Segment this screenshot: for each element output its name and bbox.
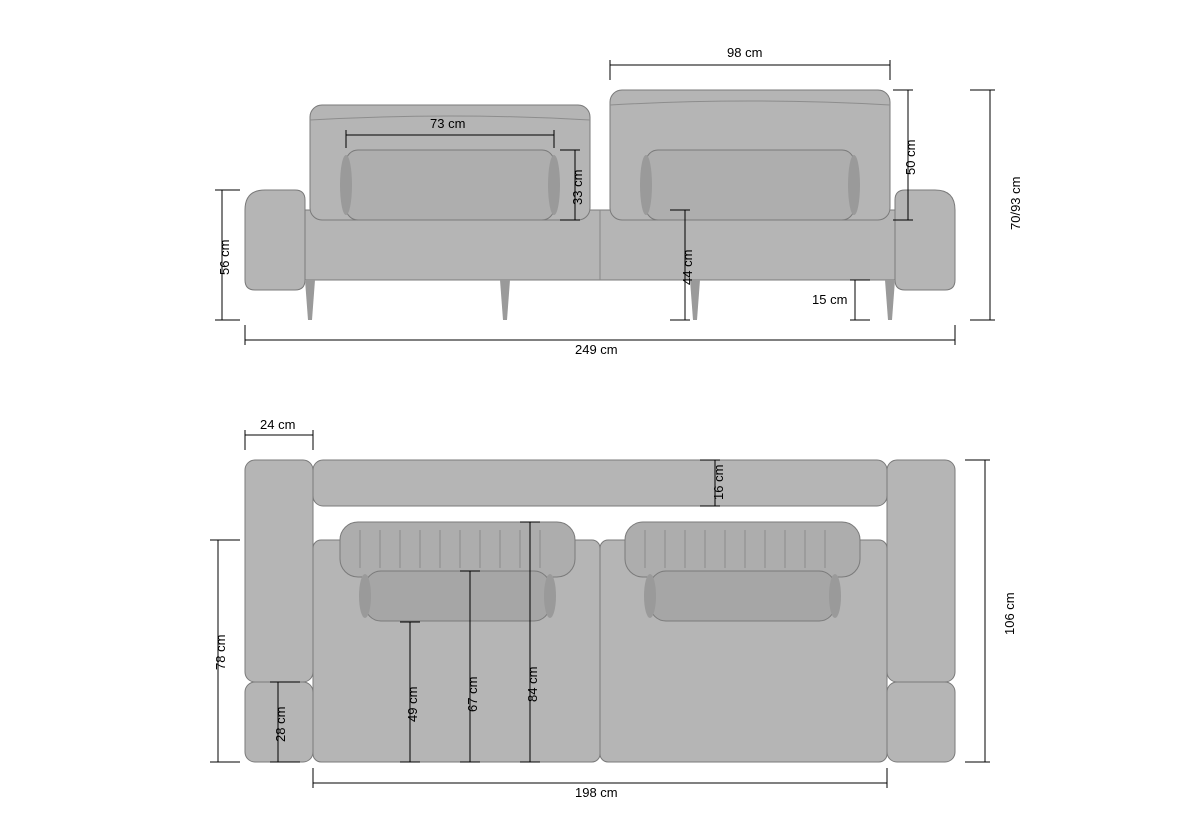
dim-inner-width: 198 cm <box>575 785 618 800</box>
dim-overall-height: 70/93 cm <box>1008 177 1023 230</box>
dim-lumbar-height: 33 cm <box>570 170 585 205</box>
dim-lumbar-width: 73 cm <box>430 116 465 131</box>
dim-seat-depth: 78 cm <box>213 635 228 670</box>
dim-overall-depth: 106 cm <box>1002 592 1017 635</box>
dim-back-depth: 16 cm <box>711 465 726 500</box>
dim-overall-width: 249 cm <box>575 342 618 357</box>
dim-arm-height: 56 cm <box>217 240 232 275</box>
dim-seat-height: 44 cm <box>680 250 695 285</box>
dimension-diagram: 249 cm 98 cm 73 cm 50 cm 33 cm 56 cm 44 … <box>0 0 1200 800</box>
dim-depth-84: 84 cm <box>525 667 540 702</box>
dim-depth-49: 49 cm <box>405 687 420 722</box>
dim-back-cushion-height: 50 cm <box>903 140 918 175</box>
dim-arm-front-depth: 28 cm <box>273 707 288 742</box>
dim-depth-67: 67 cm <box>465 677 480 712</box>
dim-back-cushion-width: 98 cm <box>727 45 762 60</box>
dim-leg-height: 15 cm <box>812 292 847 307</box>
top-view <box>0 400 1200 820</box>
dim-arm-width: 24 cm <box>260 417 295 432</box>
